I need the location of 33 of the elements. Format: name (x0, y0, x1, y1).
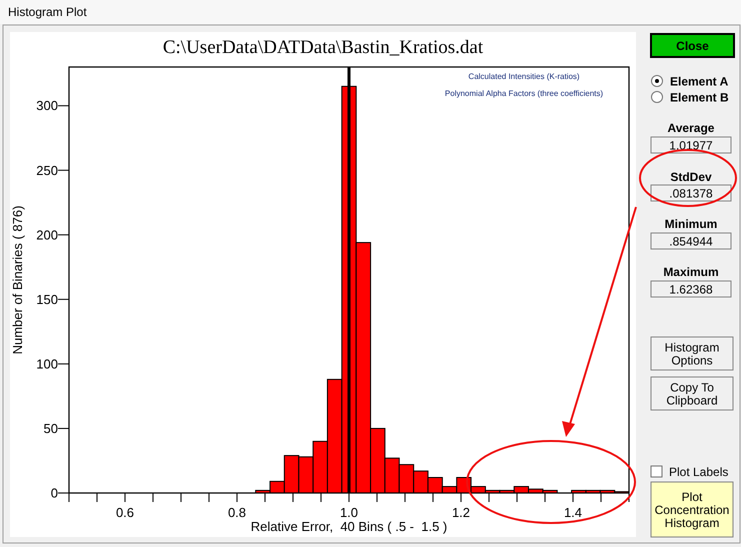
y-tick-label: 0 (50, 486, 58, 500)
y-tick-label: 300 (36, 98, 58, 114)
text: .081378 (669, 186, 714, 200)
x-axis-title: Relative Error, 40 Bins ( .5 - 1.5 ) (250, 519, 448, 534)
annotation: Calculated Intensities (K-ratios) (468, 72, 580, 81)
text: StdDev (670, 170, 712, 184)
text: Plot Labels (669, 465, 728, 479)
text: Maximum (663, 265, 719, 279)
x-tick-label: 0.6 (116, 505, 134, 520)
x-tick-label: 1.0 (340, 505, 358, 520)
chart-title: C:\UserData\DATData\Bastin_Kratios.dat (162, 37, 484, 58)
x-tick-label: 0.8 (228, 505, 246, 520)
text: Element B (670, 90, 730, 104)
y-tick-label: 150 (36, 292, 58, 307)
y-tick-label: 50 (44, 420, 58, 436)
text: Copy To Clipboard (666, 380, 718, 408)
text: .854944 (669, 234, 714, 248)
text: Plot Concentration Histogram (654, 490, 730, 530)
y-tick-label: 200 (36, 227, 58, 242)
text: Average (668, 121, 715, 135)
annotation: Polynomial Alpha Factors (three coefficients) (444, 89, 604, 98)
text: Minimum (664, 217, 718, 231)
text: Histogram Options (664, 340, 720, 368)
y-tick-label: 250 (36, 162, 58, 178)
text: 1.01977 (669, 138, 714, 152)
x-tick-label: 1.2 (452, 505, 470, 520)
text: Element A (670, 74, 729, 88)
y-tick-label: 100 (36, 356, 58, 372)
text: 1.62368 (669, 282, 714, 296)
text: Histogram Plot (8, 5, 88, 19)
y-axis-title: Number of Binaries ( 876) (10, 206, 25, 354)
x-tick-label: 1.4 (564, 505, 582, 520)
text: Close (676, 39, 710, 53)
